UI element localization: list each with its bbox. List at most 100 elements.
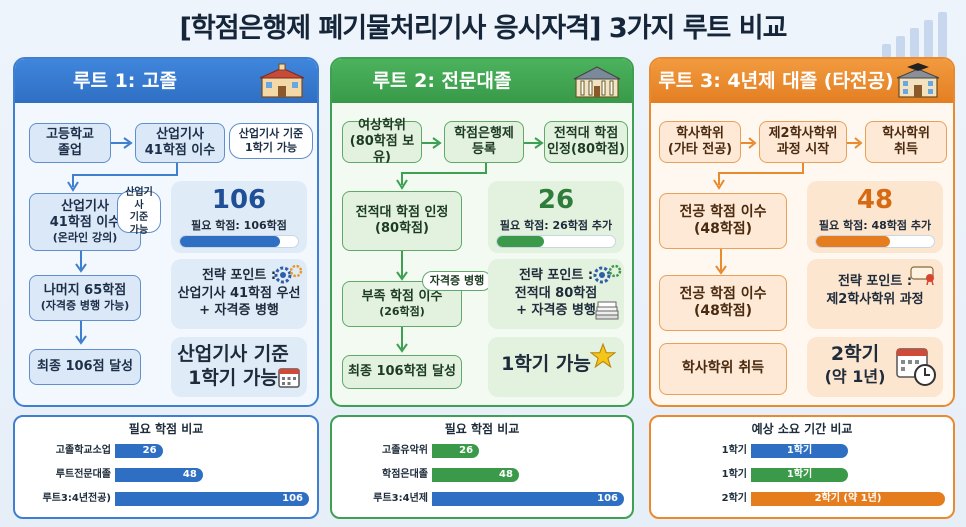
arrow-down-left-icon	[67, 163, 178, 192]
route2-finale: 1학기 가능	[501, 353, 591, 375]
route1-header: 루트 1: 고졸	[15, 59, 317, 103]
document-stack-icon	[595, 301, 619, 320]
star-icon	[590, 343, 616, 369]
route2-result-card: 1학기 가능	[488, 337, 624, 397]
arrow-right-icon	[847, 137, 863, 149]
route1-strategy-card: 전략 포인트 : 산업기사 41학점 우선 + 자격증 병행	[171, 259, 307, 329]
route2-bubble-cert: 자격증 병행	[422, 271, 492, 291]
bar: 26	[432, 444, 480, 458]
route1-step-65credits: 나머지 65학점 (자격증 병행 가능)	[29, 275, 141, 321]
route1-credit-card: 106 필요 학점: 106학점	[171, 181, 307, 253]
bar-label: 루트전문대졸	[55, 469, 111, 480]
bar: 1학기	[751, 444, 848, 458]
route1-step-final: 최종 106점 달성	[29, 349, 141, 385]
route3-result-card: 2학기 (약 1년)	[807, 337, 943, 397]
route1-panel: 루트 1: 고졸 고등학교 졸업 산업기사 41학점 이수 산업기사 기준 1학…	[13, 57, 319, 407]
route2-progress-bar	[496, 235, 616, 248]
gears-icon	[593, 264, 622, 284]
bar-row: 1학기 1학기	[651, 467, 953, 483]
route1-need-label: 필요 학점: 106학점	[191, 219, 287, 232]
arrow-down-icon	[396, 251, 408, 281]
arrow-down-left-icon	[713, 163, 804, 190]
route3-need-label: 필요 학점: 48학점 추가	[818, 219, 932, 232]
route2-step-register: 학점은행제 등록	[444, 121, 524, 163]
route3-strategy-line1: 제2학사학위 과정	[826, 291, 924, 307]
route3-step-major-2: 전공 학점 이수 (48학점)	[659, 275, 787, 331]
route1-progress-bar	[179, 235, 299, 248]
route3-finale-line1: 2학기	[830, 343, 880, 365]
route1-step-41credits: 산업기사 41학점 이수	[135, 123, 225, 163]
bar-row: 루트3:4년전공) 106	[15, 491, 317, 507]
route1-bubble-1semester: 산업기사 기준 1학기 가능	[229, 123, 313, 159]
bar: 106	[432, 492, 624, 506]
gears-icon	[274, 264, 303, 284]
route3-progress-fill	[816, 236, 891, 247]
route1-finale-line2: 1학기 가능	[188, 366, 278, 389]
arrow-right-icon	[422, 137, 442, 149]
route3-step-second-degree: 제2학사학위 과정 시작	[759, 121, 847, 163]
route2-step-final: 최종 106학점 달성	[342, 355, 462, 389]
bar: 2학기 (약 1년)	[751, 492, 945, 506]
route2-strategy-line2: + 자격증 병행	[516, 303, 596, 319]
bar-row: 고졸학교소업 26	[15, 443, 317, 459]
bar-row: 학점은대졸 48	[332, 467, 632, 483]
bar: 1학기	[751, 468, 848, 482]
route1-result-card: 산업기사 기준 1학기 가능	[171, 337, 307, 397]
route3-credit-card: 48 필요 학점: 48학점 추가	[807, 181, 943, 253]
bar-row: 1학기 1학기	[651, 443, 953, 459]
route2-panel: 루트 2: 전문대졸 여상학위 (80학점 보유) 학점은행제 등록 전적대 학…	[330, 57, 634, 407]
route2-credit-card: 26 필요 학점: 26학점 추가	[488, 181, 624, 253]
bar-label: 고졸유악위	[382, 445, 428, 456]
route3-finale: 2학기 (약 1년)	[813, 343, 897, 387]
duration-comparison-chart: 예상 소요 기간 비교 1학기 1학기 1학기 1학기 2학기 2학기 (약 1년)	[649, 415, 955, 519]
arrow-down-icon	[75, 321, 87, 345]
bar-label: 학점은대졸	[382, 469, 428, 480]
route1-header-label: 루트 1: 고졸	[73, 70, 177, 92]
route2-step-transfer: 전적대 학점 인정(80학점)	[544, 121, 628, 163]
bar-row: 고졸유악위 26	[332, 443, 632, 459]
route1-strategy-text: 전략 포인트 : 산업기사 41학점 우선 + 자격증 병행	[171, 267, 307, 320]
route2-step-recognize: 전적대 학점 인정 (80학점)	[342, 191, 462, 251]
college-building-icon	[573, 66, 621, 98]
school-building-icon	[259, 63, 305, 98]
arrow-right-icon	[524, 137, 544, 149]
page-title: [학점은행제 폐기물처리기사 응시자격] 3가지 루트 비교	[179, 13, 788, 44]
decorative-bar-chart-icon	[882, 8, 952, 58]
bar-label: 1학기	[721, 445, 747, 456]
route2-need-label: 필요 학점: 26학점 추가	[499, 219, 613, 232]
bar-label: 2학기	[721, 493, 747, 504]
route2-strategy-text: 전략 포인트 : 전적대 80학점 + 자격증 병행	[488, 267, 624, 320]
arrow-right-icon	[111, 137, 133, 149]
route2-strategy-card: 전략 포인트 : 전적대 80학점 + 자격증 병행	[488, 259, 624, 329]
route3-progress-bar	[815, 235, 935, 248]
route3-step-bachelor: 학사학위 (가타 전공)	[659, 121, 741, 163]
route1-bubble-possible: 산업기사 기준 가능	[117, 187, 161, 236]
arrow-down-icon	[396, 327, 408, 353]
bar: 48	[115, 468, 203, 482]
bar-label: 1학기	[721, 469, 747, 480]
route1-finale: 산업기사 기준 1학기 가능	[177, 343, 289, 391]
route1-big-number: 106	[211, 185, 267, 215]
bar-row: 2학기 2학기 (약 1년)	[651, 491, 953, 507]
credit-comparison-chart-2: 필요 학점 비교 고졸유악위 26 학점은대졸 48 루트3:4년제 106	[330, 415, 634, 519]
route2-big-number: 26	[537, 185, 575, 215]
arrow-down-icon	[75, 251, 87, 273]
university-building-icon	[896, 63, 940, 98]
route1-finale-line1: 산업기사 기준	[177, 343, 289, 365]
route3-strategy-title: 전략 포인트 :	[837, 274, 913, 289]
bar-label: 고졸학교소업	[55, 445, 111, 456]
calendar-clock-icon	[896, 348, 936, 386]
route3-big-number: 48	[856, 185, 894, 215]
bar-label: 루트3:4년전공)	[42, 493, 112, 504]
route3-step-acquire: 학사학위 취득	[865, 121, 947, 163]
bar-row: 루트3:4년제 106	[332, 491, 632, 507]
route2-strategy-title: 전략 포인트 :	[518, 268, 594, 283]
route2-header-label: 루트 2: 전문대졸	[372, 70, 512, 92]
route3-step-final: 학사학위 취득	[659, 343, 787, 395]
route1-progress-fill	[180, 236, 281, 247]
chart-title: 필요 학점 비교	[444, 422, 520, 436]
chart-title: 예상 소요 기간 비교	[751, 422, 853, 436]
route3-step-major-1: 전공 학점 이수 (48학점)	[659, 193, 787, 249]
route2-header: 루트 2: 전문대졸	[332, 59, 632, 103]
chart-title: 필요 학점 비교	[128, 422, 204, 436]
